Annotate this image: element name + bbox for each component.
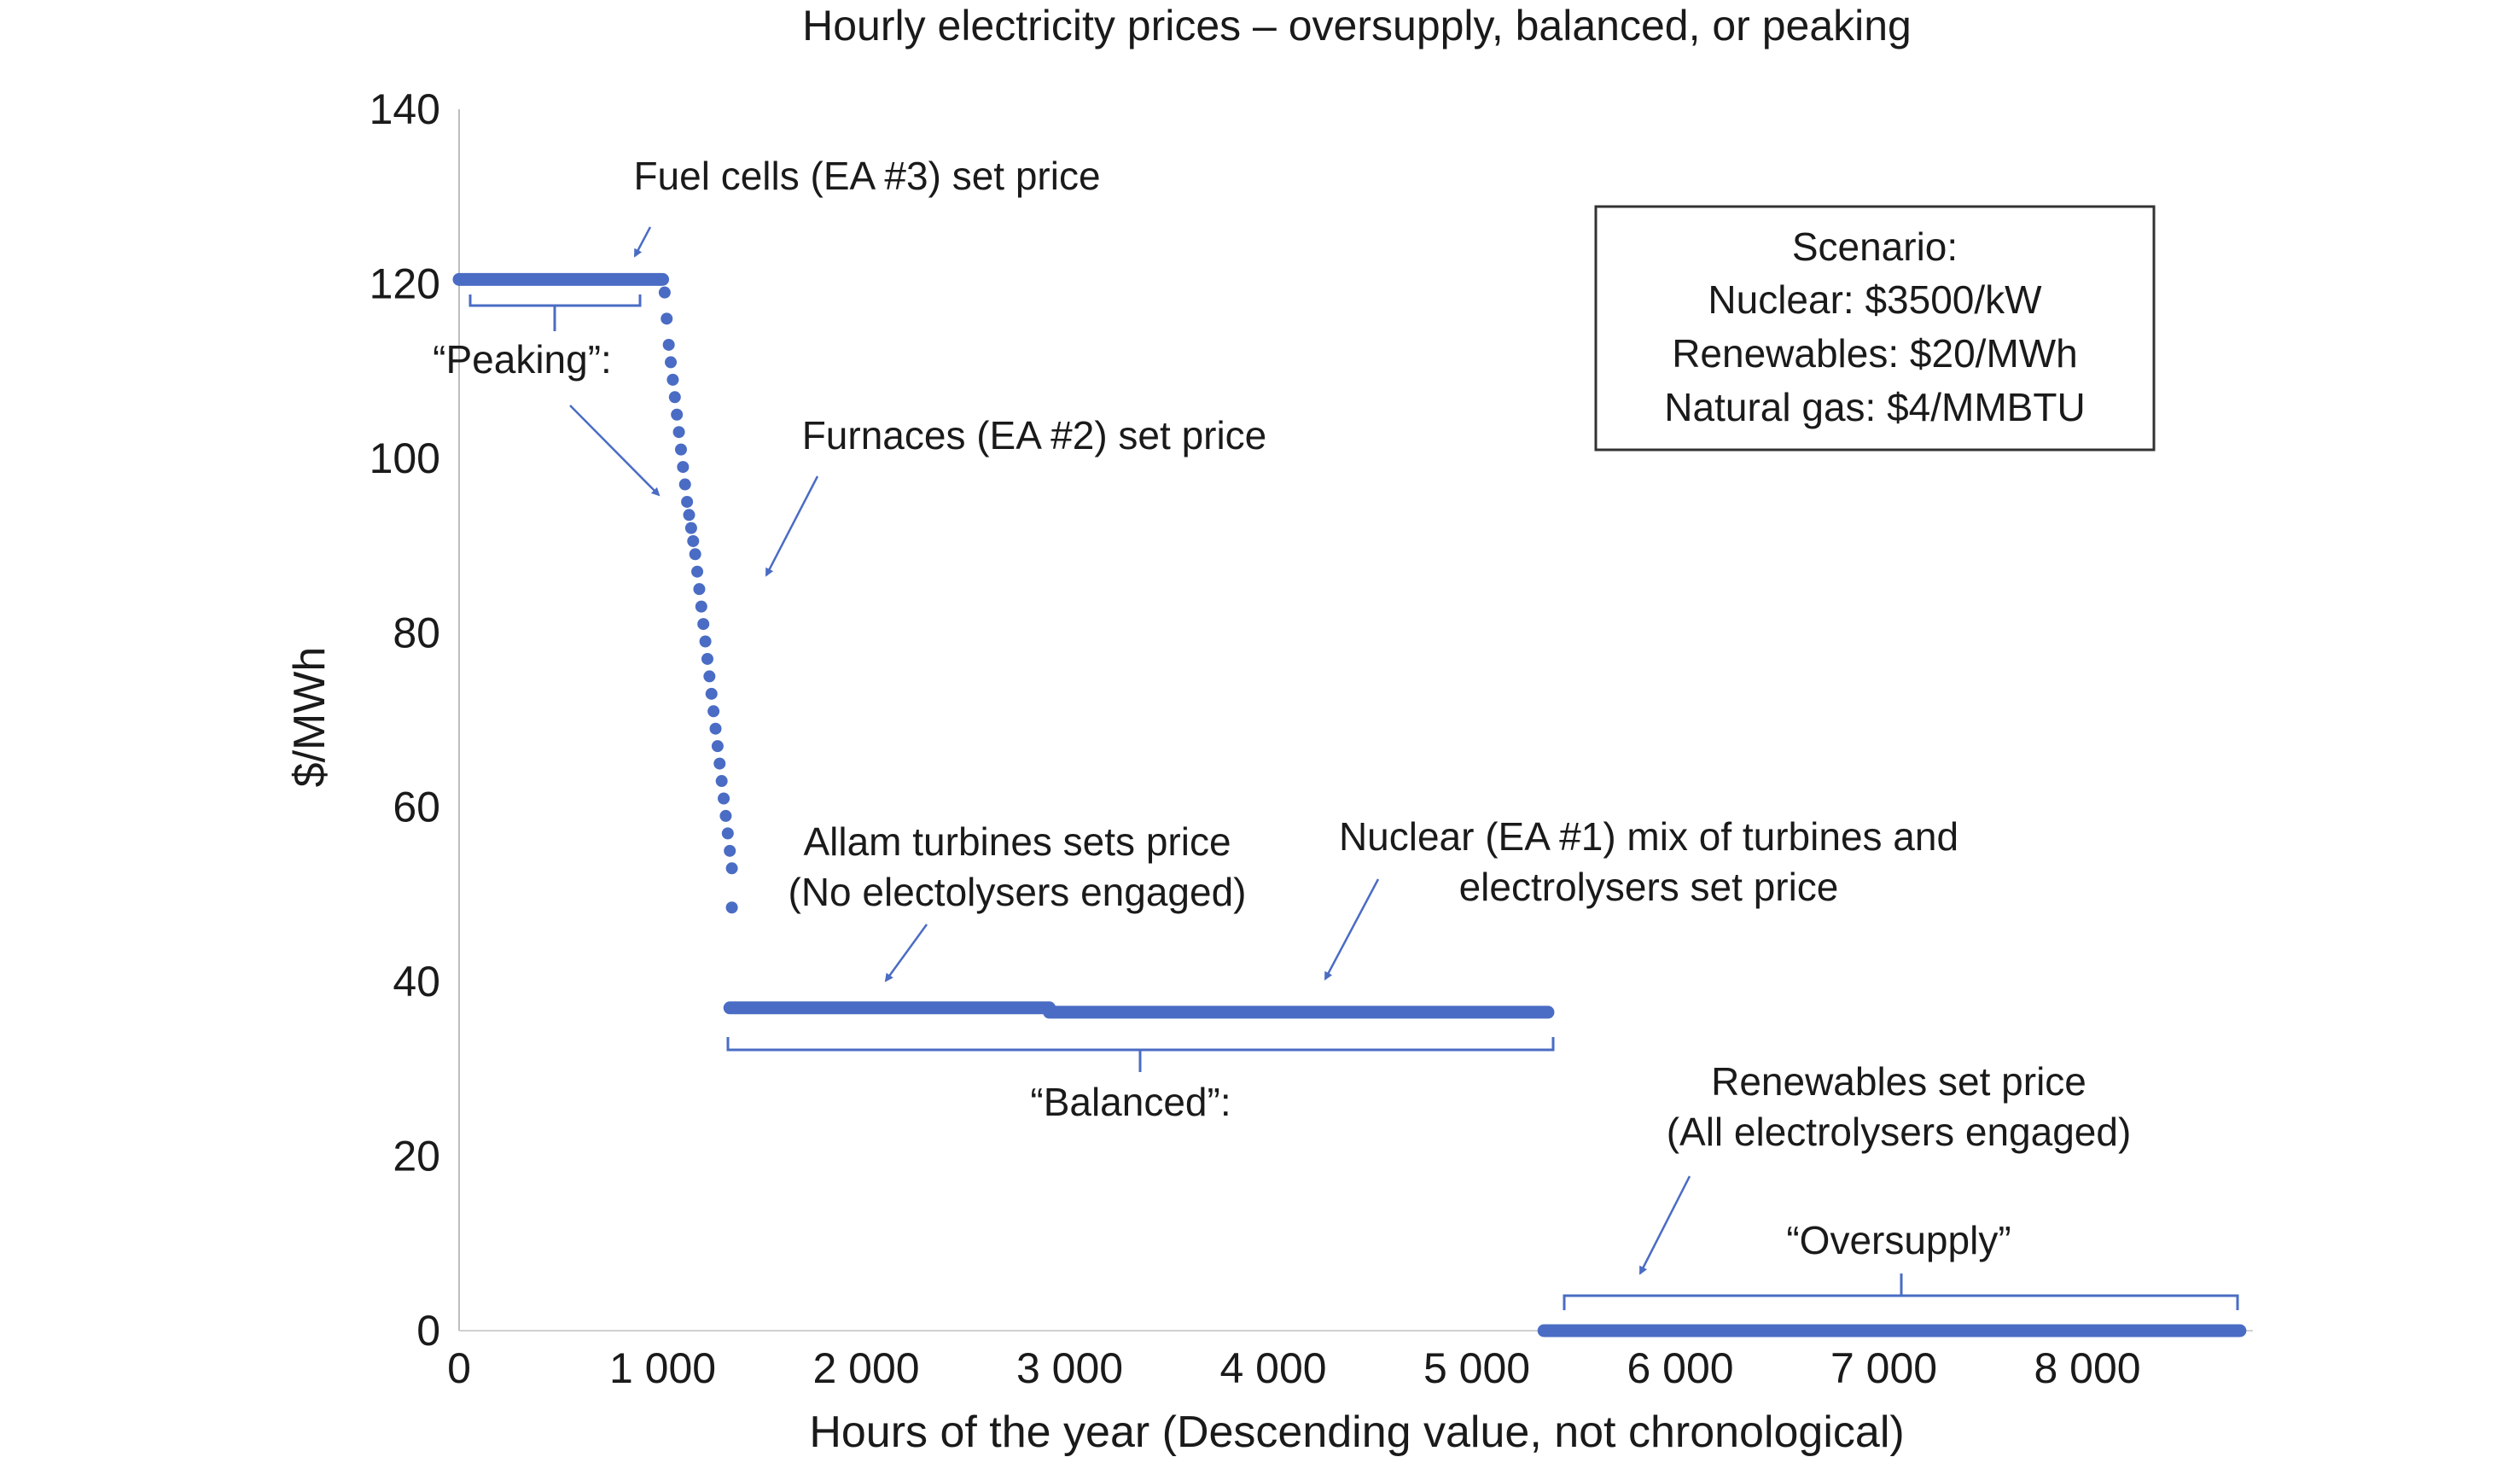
oversupply-label: “Oversupply” [1786,1218,2011,1262]
x-tick-label: 0 [447,1344,471,1392]
price-series [452,272,2247,1338]
price-point [677,461,690,474]
x-tick-label: 7 000 [1830,1344,1937,1392]
chart-title: Hourly electricity prices – oversupply, … [802,2,1912,50]
price-point [695,600,707,613]
price-point [666,373,679,386]
price-point [713,757,726,770]
y-tick-labels: 0 20 40 60 80 100 120 140 [370,85,440,1355]
scenario-box: Scenario: Nuclear: $3500/kW Renewables: … [1594,205,2156,452]
x-axis-label: Hours of the year (Descending value, not… [809,1407,1904,1457]
price-point [665,356,678,369]
nuclear-label-line2: electrolysers set price [1459,865,1839,909]
price-point [724,844,736,857]
peaking-label: “Peaking”: [433,337,612,382]
allam-label-line1: Allam turbines sets price [803,819,1231,864]
y-tick-label: 0 [416,1307,440,1355]
annotation-arrows [569,226,1691,1275]
y-tick-label: 40 [393,958,440,1005]
price-point [725,862,738,875]
price-point [691,565,704,578]
price-point [689,548,701,561]
x-tick-label: 5 000 [1423,1344,1530,1392]
allam-label-line2: (No electolysers engaged) [789,870,1247,914]
price-point [678,478,691,491]
x-tick-label: 1 000 [609,1344,716,1392]
price-point [699,635,712,648]
price-point [711,740,724,753]
price-point [674,443,687,456]
price-point [671,408,684,421]
fuel-cells-arrow [633,226,652,258]
x-tick-labels: 0 1 000 2 000 3 000 4 000 5 000 6 000 7 000 8 00… [447,1344,2140,1392]
renewables-label-line2: (All electrolysers engaged) [1667,1110,2132,1154]
price-point [697,618,710,631]
price-point [721,827,734,840]
y-tick-label: 20 [393,1133,440,1180]
price-point [703,670,716,683]
price-point [693,583,706,596]
price-point [715,775,728,788]
scenario-nuclear: Nuclear: $3500/kW [1708,277,2042,322]
price-point [719,809,732,822]
nuclear-label-line1: Nuclear (EA #1) mix of turbines and [1339,814,1958,859]
scenario-gas: Natural gas: $4/MMBTU [1664,385,2085,429]
price-point [661,312,673,325]
price-point [725,901,738,914]
renewables-label-line1: Renewables set price [1711,1059,2086,1104]
price-point [705,687,718,700]
price-point [707,705,720,718]
allam-arrow [884,924,928,982]
price-point [662,338,675,351]
y-tick-label: 100 [370,434,440,482]
price-point [681,495,694,508]
price-point [658,286,671,299]
y-tick-label: 120 [370,259,440,307]
fuel-cells-label: Fuel cells (EA #3) set price [633,154,1100,198]
balanced-label: “Balanced”: [1030,1080,1231,1124]
x-tick-label: 6 000 [1627,1344,1733,1392]
x-tick-label: 3 000 [1016,1344,1123,1392]
furnaces-label: Furnaces (EA #2) set price [802,413,1267,457]
scenario-box-frame [1594,205,2156,452]
price-point [701,652,713,665]
price-point [687,534,700,547]
x-tick-label: 4 000 [1219,1344,1326,1392]
y-tick-label: 60 [393,784,440,831]
price-point [656,273,669,286]
y-tick-label: 80 [393,609,440,656]
price-point [709,722,722,735]
peaking-arrow [569,405,661,497]
price-point [668,391,681,404]
x-tick-label: 8 000 [2034,1344,2140,1392]
price-point [672,426,685,439]
price-point [684,522,697,534]
oversupply-bracket [1563,1273,2239,1310]
x-tick-label: 2 000 [812,1344,919,1392]
y-tick-label: 140 [370,85,440,133]
scenario-title: Scenario: [1792,224,1958,269]
peaking-bracket [468,294,642,331]
price-point [683,509,695,522]
price-point [718,792,730,805]
furnaces-arrow [765,475,819,577]
scenario-renewables: Renewables: $20/MWh [1672,331,2078,376]
y-axis-label: $/MWh [285,647,335,788]
balanced-bracket [726,1037,1555,1072]
nuclear-arrow [1324,878,1380,981]
renewables-arrow [1638,1175,1691,1275]
